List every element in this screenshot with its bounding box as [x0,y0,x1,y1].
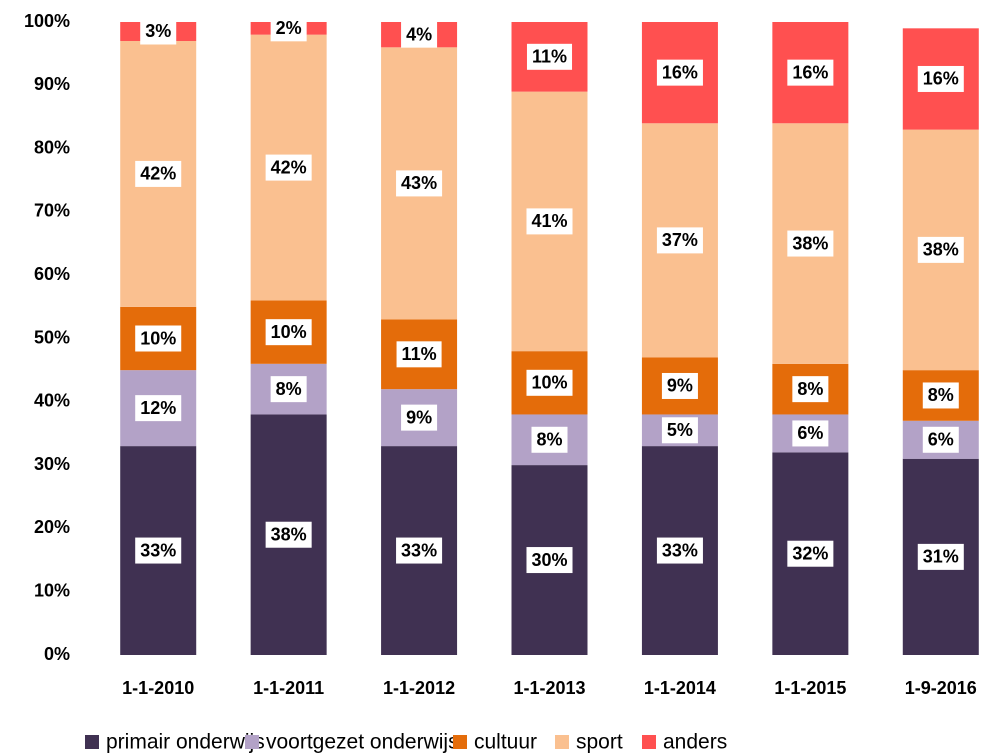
x-tick-label: 1-1-2014 [644,678,716,698]
y-tick-label: 100% [24,11,70,31]
data-label: 9% [667,376,693,396]
legend-label: cultuur [474,731,537,754]
label-box [526,43,573,70]
data-label: 9% [406,407,432,427]
label-box [656,537,703,564]
label-box [526,547,573,574]
label-box [526,369,573,396]
label-box [656,59,703,86]
label-box [140,18,177,45]
data-label: 38% [923,240,959,260]
data-label: 42% [140,164,176,184]
data-label: 8% [928,385,954,405]
y-tick-label: 90% [34,74,70,94]
data-label: 42% [271,157,307,177]
label-box [661,372,698,399]
label-box [787,230,834,257]
data-label: 2% [276,18,302,38]
label-box [135,160,182,187]
label-box [135,325,182,352]
label-box [401,21,438,48]
legend-swatch [642,735,656,749]
label-box [135,537,182,564]
label-box [401,404,438,431]
data-label: 11% [532,47,567,67]
data-label: 37% [662,230,698,250]
label-box [396,170,443,197]
data-label: 8% [276,379,302,399]
data-label: 16% [792,62,828,82]
legend-swatch [453,735,467,749]
data-label: 16% [662,62,698,82]
data-label: 6% [797,423,823,443]
legend-label: sport [576,731,623,754]
x-tick-label: 1-1-2013 [513,678,585,698]
legend-label: voortgezet onderwijs [266,731,459,754]
x-tick-label: 1-1-2010 [122,678,194,698]
data-label: 16% [923,69,959,89]
label-box [265,521,312,548]
label-box [792,420,829,447]
x-tick-label: 1-9-2016 [905,678,977,698]
data-label: 33% [662,540,698,560]
legend-label: primair onderwijs [106,731,265,754]
data-label: 10% [271,322,307,342]
y-tick-label: 20% [34,517,70,537]
y-tick-label: 0% [44,644,70,664]
data-label: 10% [531,373,567,393]
label-box [661,417,698,444]
label-box [922,426,959,453]
label-box [270,376,307,403]
data-label: 32% [792,543,828,563]
x-tick-label: 1-1-2015 [774,678,846,698]
label-box [265,319,312,346]
label-box [526,208,573,235]
legend-swatch [245,735,259,749]
y-tick-label: 50% [34,327,70,347]
data-label: 8% [797,379,823,399]
label-box [787,59,834,86]
data-label: 41% [531,211,567,231]
legend-label: anders [663,731,727,754]
data-label: 11% [402,344,437,364]
y-tick-label: 40% [34,391,70,411]
label-box [792,376,829,403]
data-label: 31% [923,547,959,567]
data-label: 38% [271,524,307,544]
data-label: 6% [928,430,954,450]
label-box [922,382,959,409]
label-box [787,540,834,567]
label-box [917,65,964,92]
data-label: 33% [401,540,437,560]
y-tick-label: 60% [34,264,70,284]
label-box [265,154,312,181]
data-label: 43% [401,173,437,193]
label-box [396,341,442,368]
data-label: 12% [140,398,176,418]
data-label: 3% [145,21,171,41]
label-box [917,543,964,570]
y-tick-label: 10% [34,580,70,600]
data-label: 8% [536,430,562,450]
data-label: 38% [792,233,828,253]
label-box [656,227,703,254]
y-tick-label: 80% [34,137,70,157]
label-box [396,537,443,564]
y-tick-label: 30% [34,454,70,474]
y-tick-label: 70% [34,201,70,221]
label-box [270,15,307,42]
legend-swatch [555,735,569,749]
legend-swatch [85,735,99,749]
x-tick-label: 1-1-2011 [253,678,324,698]
label-box [917,236,964,263]
label-box [135,395,182,422]
data-label: 33% [140,540,176,560]
data-label: 10% [140,328,176,348]
data-label: 5% [667,420,693,440]
data-label: 30% [531,550,567,570]
label-box [531,426,568,453]
x-tick-label: 1-1-2012 [383,678,455,698]
data-label: 4% [406,24,432,44]
